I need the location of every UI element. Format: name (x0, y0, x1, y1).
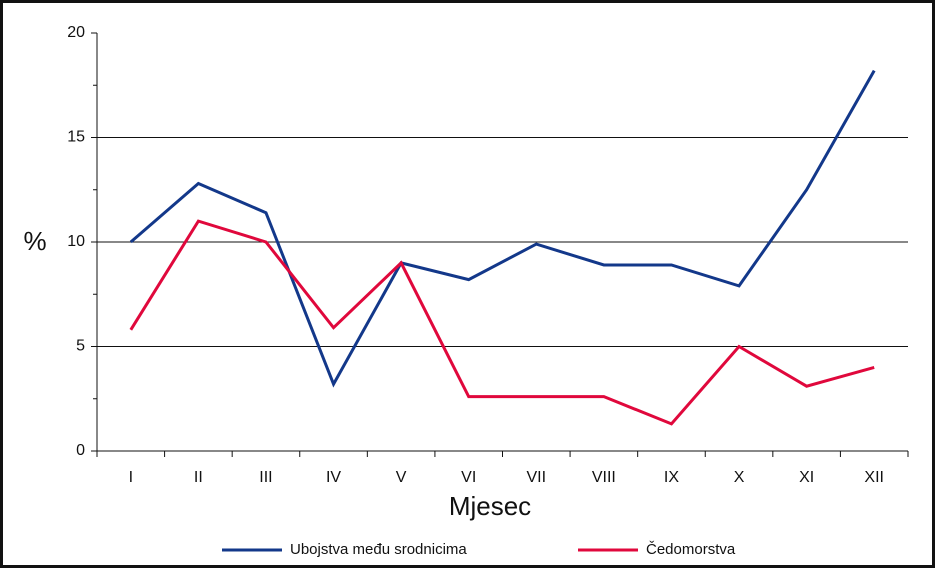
legend-label: Čedomorstva (646, 541, 736, 558)
y-axis-label: % (23, 226, 46, 256)
x-tick-label: IV (326, 469, 341, 486)
y-tick-label: 10 (67, 233, 85, 250)
x-tick-label: VIII (592, 469, 616, 486)
x-tick-label: XI (799, 469, 814, 486)
y-tick-label: 20 (67, 24, 85, 41)
x-tick-label: III (259, 469, 272, 486)
x-tick-label: XII (864, 469, 884, 486)
x-tick-label: V (396, 469, 407, 486)
series-line (129, 69, 876, 388)
x-axis-label: Mjesec (449, 491, 531, 521)
y-tick-label: 0 (76, 442, 85, 459)
y-tick-label: 15 (67, 129, 85, 146)
x-tick-label: II (194, 469, 203, 486)
x-tick-label: VI (461, 469, 476, 486)
y-tick-label: 5 (76, 338, 85, 355)
x-tick-label: I (129, 469, 133, 486)
x-tick-label: IX (664, 469, 679, 486)
x-tick-label: X (734, 469, 745, 486)
series-line (129, 219, 875, 426)
legend-label: Ubojstva među srodnicima (290, 541, 467, 558)
x-tick-label: VII (527, 469, 547, 486)
